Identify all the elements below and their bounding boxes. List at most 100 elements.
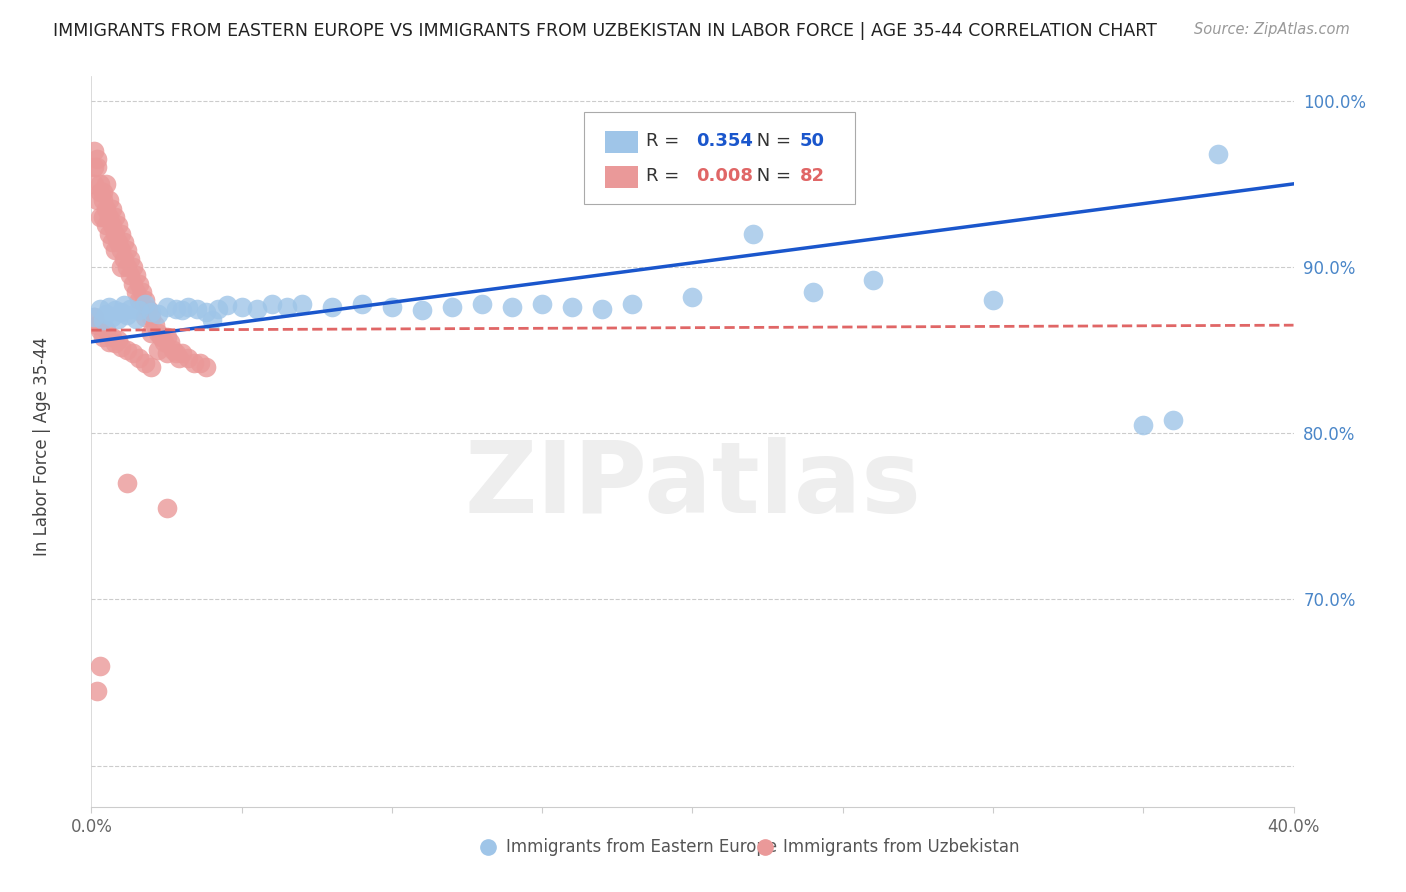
Point (162, 343, 184, 357)
Point (152, 334, 174, 349)
Point (138, 301, 160, 316)
Point (110, 305, 132, 319)
Point (83, 310, 105, 324)
Text: N =: N = (751, 167, 797, 185)
Point (231, 300, 253, 314)
Point (350, 296, 373, 310)
Point (1208, 147, 1230, 161)
Point (96, 323, 118, 337)
Point (117, 308, 139, 322)
Point (128, 303, 150, 318)
Point (621, 296, 644, 310)
Text: 0.008: 0.008 (696, 167, 754, 185)
Point (194, 359, 217, 374)
Point (146, 306, 169, 320)
Point (101, 330, 124, 344)
Point (104, 336, 127, 351)
Point (114, 252, 136, 266)
Point (741, 227, 763, 241)
Point (89, 323, 111, 337)
Point (170, 303, 193, 318)
Point (186, 301, 208, 316)
Point (561, 300, 583, 314)
Point (89, 659, 111, 673)
Point (86, 684, 108, 698)
Point (101, 235, 124, 249)
Point (141, 326, 163, 341)
Point (122, 260, 145, 274)
Point (381, 300, 404, 314)
Point (155, 501, 177, 516)
Point (120, 301, 142, 316)
Point (167, 351, 190, 366)
Point (93, 194, 115, 208)
Point (1132, 417, 1154, 432)
Point (104, 210, 127, 224)
Point (110, 260, 132, 274)
Point (176, 351, 198, 366)
Point (125, 268, 148, 283)
Point (125, 285, 148, 299)
Point (98, 210, 121, 224)
Point (143, 318, 166, 333)
Point (321, 300, 343, 314)
Point (531, 296, 554, 310)
Point (1161, 413, 1184, 427)
Point (159, 334, 181, 349)
Point (107, 219, 129, 233)
Point (83, 144, 105, 158)
Point (107, 333, 129, 347)
Point (134, 293, 156, 308)
Point (89, 185, 111, 199)
Point (471, 296, 494, 310)
Point (96, 219, 118, 233)
Point (104, 244, 127, 258)
Point (86, 160, 108, 174)
Point (201, 313, 224, 327)
Point (170, 346, 193, 360)
Point (107, 311, 129, 326)
Point (134, 310, 156, 324)
Point (96, 306, 118, 320)
Point (110, 227, 132, 241)
Point (194, 305, 217, 319)
FancyBboxPatch shape (585, 112, 855, 204)
Point (117, 244, 139, 258)
Bar (605, 166, 638, 187)
Bar (605, 130, 638, 153)
Point (207, 301, 229, 316)
Point (176, 300, 198, 314)
Point (591, 301, 613, 316)
Point (86, 318, 108, 333)
Point (98, 227, 121, 241)
Point (117, 260, 139, 274)
Point (89, 210, 111, 224)
Point (291, 296, 314, 310)
Point (141, 359, 163, 374)
Point (101, 310, 124, 324)
Point (117, 343, 139, 357)
Point (98, 334, 121, 349)
Point (104, 303, 127, 318)
Point (215, 298, 238, 312)
Point (141, 305, 163, 319)
Point (93, 330, 115, 344)
Text: R =: R = (645, 167, 685, 185)
Text: 50: 50 (800, 132, 824, 150)
Text: In Labor Force | Age 35-44: In Labor Force | Age 35-44 (34, 336, 51, 556)
Point (104, 227, 127, 241)
Point (86, 152, 108, 166)
Point (107, 235, 129, 249)
Point (440, 300, 463, 314)
Text: ZIPatlas: ZIPatlas (464, 437, 921, 534)
Text: Immigrants from Uzbekistan: Immigrants from Uzbekistan (783, 838, 1019, 856)
Text: IMMIGRANTS FROM EASTERN EUROPE VS IMMIGRANTS FROM UZBEKISTAN IN LABOR FORCE | AG: IMMIGRANTS FROM EASTERN EUROPE VS IMMIGR… (53, 22, 1157, 40)
Point (93, 210, 115, 224)
Point (260, 296, 283, 310)
Point (114, 298, 136, 312)
Point (155, 346, 177, 360)
Point (165, 301, 187, 316)
Point (411, 303, 433, 318)
Point (801, 285, 824, 299)
Text: N =: N = (751, 132, 797, 150)
